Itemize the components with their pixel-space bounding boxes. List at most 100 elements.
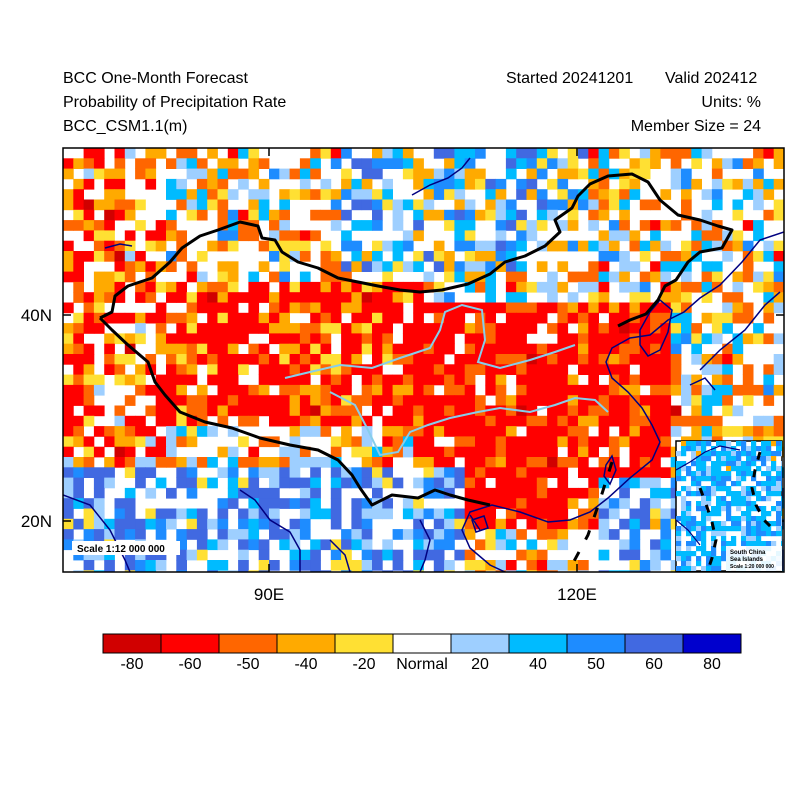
grid-cell [701,240,713,252]
grid-cell [423,178,435,190]
grid-cell [454,436,466,448]
inset-cell [701,456,707,462]
grid-cell [238,230,249,242]
colorbar-box [566,633,626,654]
grid-cell [372,158,383,169]
inset-cell [726,491,732,497]
grid-cell [310,168,321,180]
inset-cell [741,471,747,477]
grid-cell [567,312,579,324]
grid-cell [619,518,630,530]
colorbar-label: 80 [703,656,721,673]
grid-cell [227,271,239,283]
inset-cell [716,476,722,482]
grid-cell [73,415,84,427]
grid-cell [567,271,579,283]
grid-cell [516,384,527,396]
grid-cell [227,209,239,221]
grid-cell [176,199,187,211]
grid-cell [639,374,651,386]
grid-cell [361,384,373,396]
inset-cell [681,556,687,562]
grid-cell [73,457,84,468]
inset-cell [736,521,742,527]
grid-cell [578,148,589,159]
grid-cell [186,148,198,159]
inset-cell [721,531,727,537]
grid-cell [310,384,321,396]
grid-cell [557,220,569,231]
grid-cell [454,323,466,334]
grid-cell [629,178,641,190]
grid-cell [341,467,352,478]
grid-cell [382,323,393,334]
grid-cell [639,560,651,571]
grid-cell [444,446,455,458]
grid-cell [505,529,517,540]
grid-cell [186,312,198,324]
grid-cell [444,560,455,571]
grid-cell [310,415,321,427]
grid-cell [681,281,692,293]
grid-cell [155,281,167,293]
grid-cell [516,487,527,499]
grid-cell [166,209,177,221]
inset-cell [701,506,707,512]
grid-cell [732,354,744,365]
grid-cell [330,477,342,489]
grid-cell [711,189,723,200]
grid-cell [402,570,414,572]
inset-cell [731,466,737,472]
grid-cell [299,364,311,375]
grid-cell [578,333,589,345]
inset-cell [771,461,777,467]
grid-cell [351,343,363,355]
grid-cell [505,292,517,303]
grid-cell [608,364,620,375]
grid-cell [63,354,74,365]
inset-cell [746,496,752,502]
grid-cell [341,271,352,283]
grid-cell [464,549,476,561]
grid-cell [763,271,775,283]
grid-cell [588,199,599,211]
grid-cell [279,405,290,417]
grid-cell [495,354,507,365]
grid-cell [444,343,455,355]
grid-cell [83,343,95,355]
grid-cell [742,271,754,283]
grid-cell [670,374,682,386]
grid-cell [83,158,95,169]
grid-cell [124,251,136,262]
grid-cell [598,477,610,489]
grid-cell [372,148,383,159]
grid-cell [567,343,579,355]
grid-cell [598,199,610,211]
grid-cell [258,560,270,571]
grid-cell [639,518,651,530]
grid-cell [536,426,548,437]
inset-cell [766,471,772,477]
grid-cell [114,426,126,437]
grid-cell [176,364,187,375]
grid-cell [155,240,167,252]
grid-cell [413,209,424,221]
grid-cell [93,240,105,252]
grid-cell [289,323,301,334]
grid-cell [341,529,352,540]
grid-cell [289,436,301,448]
grid-cell [238,436,249,448]
grid-cell [372,199,383,211]
grid-cell [238,570,249,572]
inset-cell [781,476,782,482]
grid-cell [289,230,301,242]
inset-cell [701,521,707,527]
grid-cell [536,384,548,396]
grid-cell [454,220,466,231]
inset-cell [766,481,772,487]
grid-cell [639,498,651,509]
grid-cell [114,498,126,509]
grid-cell [269,271,280,283]
inset-cell [721,501,727,507]
grid-cell [402,158,414,169]
